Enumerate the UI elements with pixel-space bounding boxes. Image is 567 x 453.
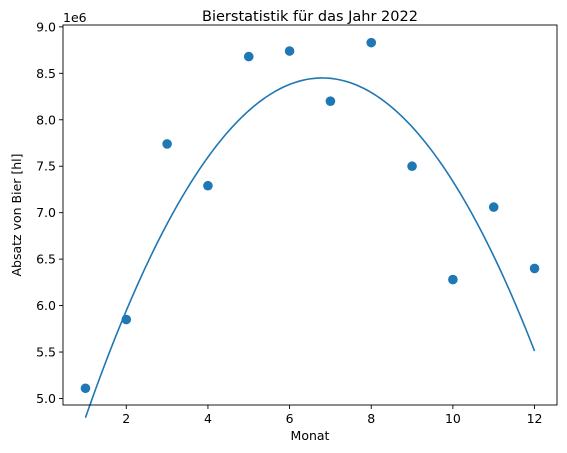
x-tick-label: 8 bbox=[367, 411, 375, 426]
y-tick-label: 5.5 bbox=[36, 345, 56, 360]
data-points bbox=[80, 37, 540, 394]
data-point bbox=[284, 46, 295, 56]
x-tick-label: 10 bbox=[445, 411, 461, 426]
y-tick-label: 5.0 bbox=[36, 391, 56, 406]
data-point bbox=[121, 314, 132, 325]
data-point bbox=[488, 202, 499, 212]
y-tick-label: 8.0 bbox=[36, 112, 56, 127]
x-tick-label: 2 bbox=[122, 411, 130, 426]
y-tick-label: 9.0 bbox=[36, 19, 56, 34]
x-tick-label: 4 bbox=[204, 411, 212, 426]
data-point bbox=[407, 161, 417, 172]
data-point bbox=[203, 180, 213, 191]
data-point bbox=[243, 51, 254, 62]
data-point bbox=[162, 139, 172, 149]
chart-title: Bierstatistik für das Jahr 2022 bbox=[202, 9, 418, 25]
data-point bbox=[80, 383, 91, 394]
y-axis-ticks: 5.0 5.5 6.0 6.5 7.0 7.5 8.0 8.5 9.0 bbox=[36, 19, 63, 406]
x-tick-label: 12 bbox=[527, 411, 543, 426]
y-tick-label: 7.0 bbox=[36, 205, 56, 220]
x-axis-label: Monat bbox=[291, 428, 330, 443]
plot-frame bbox=[62, 24, 558, 406]
data-point bbox=[529, 263, 540, 274]
fit-curve-line bbox=[84, 77, 536, 418]
x-axis-ticks: 2 4 6 8 10 12 bbox=[122, 405, 542, 426]
data-point bbox=[325, 96, 336, 106]
data-point bbox=[366, 37, 377, 48]
y-tick-label: 6.5 bbox=[36, 252, 56, 267]
y-axis-label: Absatz von Bier [hl] bbox=[9, 153, 24, 276]
data-point bbox=[448, 274, 458, 285]
y-axis-offset-label: 1e6 bbox=[63, 10, 87, 25]
x-tick-label: 6 bbox=[286, 411, 294, 426]
y-tick-label: 8.5 bbox=[36, 66, 56, 81]
y-tick-label: 6.0 bbox=[36, 298, 56, 313]
y-tick-label: 7.5 bbox=[36, 159, 56, 174]
